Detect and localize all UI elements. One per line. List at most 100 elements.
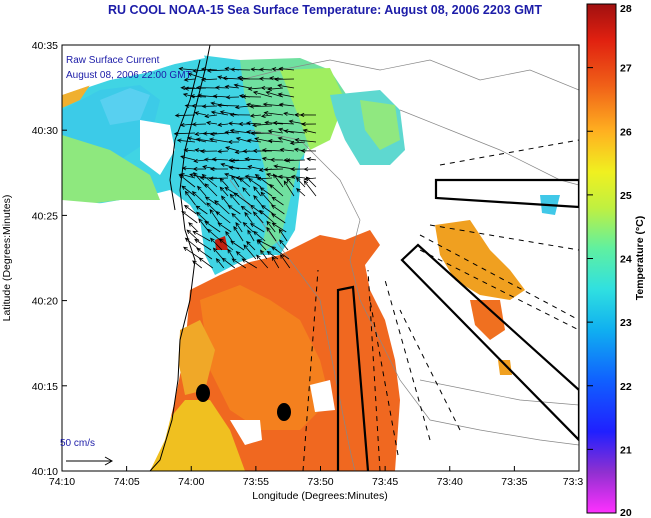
- colorbar-tick-label: 21: [620, 444, 632, 456]
- colorbar-tick-label: 26: [620, 126, 632, 138]
- current-vector: [204, 183, 218, 197]
- current-vector: [260, 204, 274, 215]
- current-vector: [306, 157, 317, 162]
- offshore-green-patch: [360, 100, 400, 150]
- current-vector: [230, 67, 251, 72]
- current-vector: [174, 113, 196, 118]
- current-vector: [244, 156, 262, 162]
- current-vector: [278, 228, 288, 242]
- current-vector: [260, 191, 273, 206]
- current-vector: [249, 113, 262, 118]
- current-vector: [199, 149, 218, 154]
- no-data-area-3: [310, 380, 335, 412]
- current-vector: [294, 138, 317, 143]
- current-vector: [271, 256, 280, 269]
- current-vector: [219, 186, 229, 197]
- land-new-jersey: [62, 200, 195, 471]
- current-vector: [209, 166, 229, 172]
- current-vector: [189, 94, 207, 99]
- current-vector: [260, 249, 268, 260]
- scale-label: 50 cm/s: [60, 438, 95, 449]
- current-vector: [180, 155, 196, 161]
- current-vector: [228, 121, 240, 126]
- current-vector: [219, 177, 229, 188]
- current-vector: [200, 77, 218, 82]
- current-vector: [229, 193, 240, 206]
- current-vector: [196, 211, 209, 224]
- y-axis-label: Latitude (Degrees:Minutes): [1, 195, 13, 322]
- current-vector: [225, 146, 240, 152]
- x-tick-label: 73:45: [372, 476, 398, 488]
- current-vector: [178, 174, 196, 188]
- current-vector: [206, 120, 218, 126]
- current-vector: [277, 83, 295, 89]
- current-vectors: [173, 66, 317, 269]
- current-vector: [191, 190, 207, 206]
- current-vector: [225, 95, 240, 100]
- colorbar-label: Temperature (°C): [634, 216, 646, 301]
- current-vector: [244, 174, 262, 179]
- current-vector: [186, 229, 200, 242]
- no-data-area-2: [230, 420, 262, 445]
- current-vector: [240, 205, 252, 215]
- current-vector: [253, 194, 262, 206]
- current-vector: [202, 131, 218, 136]
- current-vector: [246, 138, 262, 143]
- current-vector: [302, 128, 317, 134]
- annotation-line2: August 08, 2006 22:00 GMT: [66, 70, 192, 81]
- current-vector: [252, 123, 273, 128]
- current-vector: [173, 131, 196, 136]
- y-tick-label: 40:25: [32, 210, 58, 222]
- current-vector: [303, 167, 317, 172]
- current-vector: [181, 166, 196, 171]
- current-vector: [202, 165, 218, 170]
- current-vector: [246, 240, 256, 251]
- x-tick-label: 73:35: [501, 476, 527, 488]
- colorbar-tick-label: 24: [620, 254, 632, 266]
- current-vector: [231, 174, 240, 188]
- current-vector: [279, 239, 289, 251]
- current-vector: [234, 105, 251, 110]
- current-vector: [269, 183, 284, 197]
- current-vector: [259, 187, 273, 197]
- warm-water-inner: [200, 285, 330, 430]
- current-vector: [283, 180, 295, 197]
- current-vector: [253, 230, 266, 242]
- current-vector: [181, 210, 198, 224]
- current-vector: [233, 192, 251, 206]
- current-vector: [267, 86, 284, 92]
- current-vector: [204, 196, 218, 206]
- current-vector: [238, 76, 262, 82]
- orange-water-patch: [178, 320, 215, 395]
- current-vector: [262, 102, 284, 107]
- yellow-green-water: [280, 68, 345, 150]
- current-vector: [254, 173, 273, 188]
- current-vector: [217, 122, 229, 127]
- current-vector: [272, 120, 295, 126]
- current-vector: [195, 85, 218, 90]
- current-vector: [194, 148, 207, 153]
- land-gap: [140, 120, 175, 175]
- current-vector: [283, 129, 306, 134]
- current-vector: [266, 226, 277, 242]
- current-vector: [193, 158, 207, 163]
- current-vector: [229, 128, 251, 134]
- current-vector: [192, 166, 207, 172]
- station-marker-1: [196, 384, 210, 402]
- land-north: [62, 45, 205, 95]
- current-vector: [241, 258, 258, 269]
- current-vector: [244, 211, 253, 224]
- colorbar-tick-label: 25: [620, 190, 632, 202]
- current-vector: [228, 165, 251, 170]
- current-vector: [267, 139, 284, 144]
- current-vector: [263, 110, 284, 116]
- station-marker-2: [277, 403, 291, 421]
- current-vector: [217, 149, 229, 154]
- current-vector: [198, 257, 214, 269]
- current-vector: [176, 138, 196, 143]
- current-vector: [242, 187, 251, 197]
- current-vector: [249, 104, 273, 109]
- current-vector: [250, 67, 262, 72]
- current-vector: [247, 165, 262, 170]
